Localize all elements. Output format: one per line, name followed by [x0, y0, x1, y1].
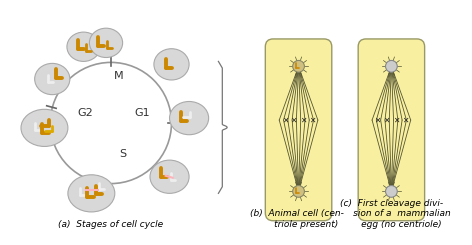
Ellipse shape — [21, 109, 68, 147]
Text: (c)  First cleavage divi-
       sion of a  mammalian
       egg (no centriole): (c) First cleavage divi- sion of a mamma… — [332, 199, 450, 229]
Ellipse shape — [67, 32, 100, 61]
Circle shape — [51, 62, 171, 184]
FancyBboxPatch shape — [265, 39, 332, 221]
Text: S: S — [119, 149, 126, 159]
Text: ✕: ✕ — [300, 116, 307, 124]
Text: ✕: ✕ — [282, 116, 288, 124]
Text: G1: G1 — [135, 108, 150, 118]
Text: G2: G2 — [77, 108, 93, 118]
Ellipse shape — [154, 49, 189, 80]
Ellipse shape — [169, 101, 209, 135]
Ellipse shape — [150, 160, 189, 193]
Text: ✕: ✕ — [393, 116, 399, 124]
Text: M: M — [114, 71, 124, 81]
Text: (b)  Animal cell (cen-
       triole present): (b) Animal cell (cen- triole present) — [250, 209, 344, 229]
Ellipse shape — [89, 28, 123, 58]
Circle shape — [386, 185, 397, 197]
FancyBboxPatch shape — [358, 39, 425, 221]
Text: ✕: ✕ — [290, 116, 297, 124]
Circle shape — [293, 185, 304, 197]
Text: ✕: ✕ — [383, 116, 390, 124]
Ellipse shape — [34, 63, 70, 95]
Text: ✕: ✕ — [402, 116, 408, 124]
Text: ✕: ✕ — [309, 116, 315, 124]
Circle shape — [293, 61, 304, 72]
Text: ✕: ✕ — [374, 116, 381, 124]
Circle shape — [386, 61, 397, 72]
Ellipse shape — [68, 175, 115, 212]
Text: (a)  Stages of cell cycle: (a) Stages of cell cycle — [59, 220, 163, 229]
